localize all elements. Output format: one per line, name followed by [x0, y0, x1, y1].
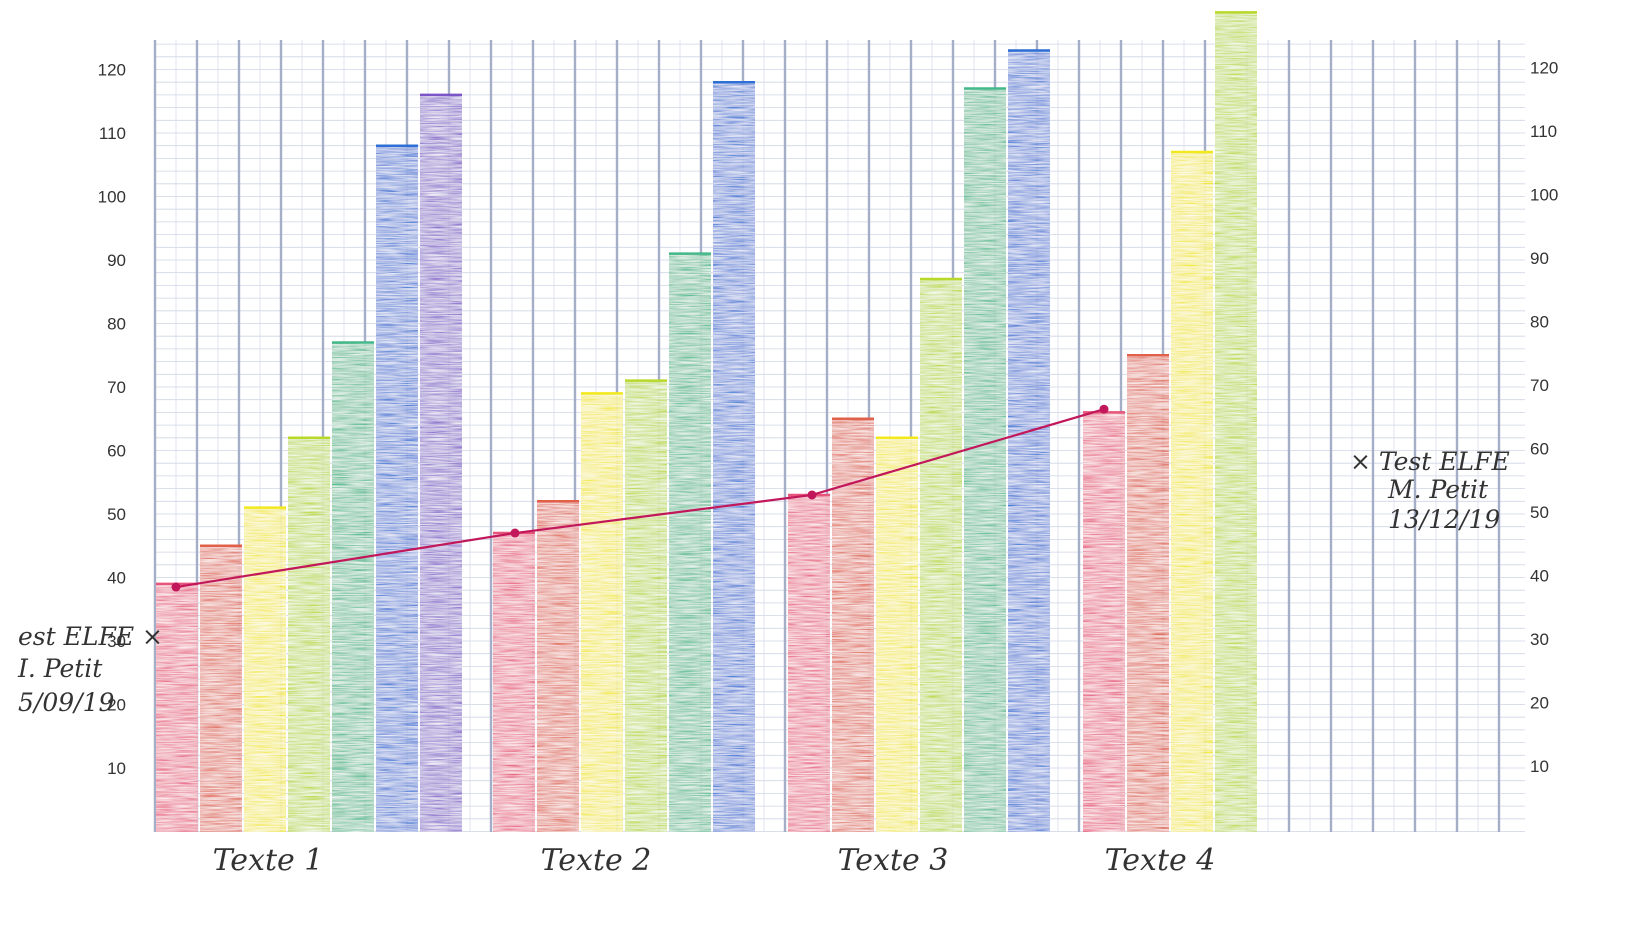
y-tick-label-right: 30: [1530, 630, 1549, 649]
bars: [156, 11, 1257, 833]
y-tick-label-right: 50: [1530, 503, 1549, 522]
bar: [876, 437, 918, 832]
category-label: Texte 4: [1105, 843, 1216, 878]
bar: [669, 253, 711, 832]
annotation-first-line-3: 5/09/19: [18, 688, 114, 717]
y-axis-right-ticks: 10 20 30 40 50 60 70 80 90 100 110 120: [1530, 59, 1558, 777]
bar: [581, 393, 623, 832]
bar: [200, 545, 242, 832]
bar: [376, 145, 418, 832]
bar: [1083, 412, 1125, 832]
annotation-first-test: est ELFE × I. Petit 5/09/19: [17, 622, 163, 717]
bar: [1127, 355, 1169, 832]
y-tick-label-left: 60: [107, 442, 126, 461]
y-tick-label-left: 90: [107, 251, 126, 270]
bar: [288, 437, 330, 832]
bar: [493, 533, 535, 832]
y-tick-label-right: 40: [1530, 567, 1549, 586]
y-tick-label-left: 10: [107, 759, 126, 778]
trend-line-layer: [171, 404, 1109, 592]
y-tick-label-right: 120: [1530, 59, 1558, 78]
category-label: Texte 2: [541, 843, 652, 878]
y-tick-label-left: 30: [107, 632, 126, 651]
bar: [420, 94, 462, 832]
y-tick-label-left: 100: [98, 188, 126, 207]
category-labels: Texte 1 Texte 2 Texte 3 Texte 4: [213, 843, 1216, 878]
annotation-second-line-1: × Test ELFE: [1350, 447, 1510, 476]
bar: [625, 380, 667, 832]
bar: [1215, 12, 1257, 833]
y-tick-label-right: 60: [1530, 440, 1549, 459]
y-tick-label-right: 100: [1530, 186, 1558, 205]
y-tick-label-left: 50: [107, 505, 126, 524]
bar: [920, 279, 962, 832]
trend-point: [171, 582, 181, 592]
y-tick-label-right: 110: [1530, 122, 1557, 141]
trend-point: [807, 490, 817, 500]
y-tick-label-right: 90: [1530, 249, 1549, 268]
bar: [332, 342, 374, 832]
y-tick-label-left: 40: [107, 569, 126, 588]
y-tick-label-right: 70: [1530, 376, 1549, 395]
y-tick-label-left: 110: [99, 124, 126, 143]
y-axis-left-ticks: 10 20 30 40 50 60 70 80 90 100 110 120: [98, 61, 126, 779]
bar: [1171, 152, 1213, 833]
y-tick-label-left: 70: [107, 378, 126, 397]
y-tick-label-right: 10: [1530, 757, 1549, 776]
bar: [713, 82, 755, 832]
bar: [537, 501, 579, 832]
y-tick-label-left: 120: [98, 61, 126, 80]
bar: [788, 494, 830, 832]
trend-point: [510, 528, 520, 538]
category-label: Texte 3: [838, 843, 949, 878]
annotation-first-line-1: est ELFE ×: [18, 622, 163, 651]
y-tick-label-right: 80: [1530, 313, 1549, 332]
trend-point: [1099, 404, 1109, 414]
annotation-second-line-2: M. Petit: [1387, 475, 1489, 504]
annotation-first-line-2: I. Petit: [17, 654, 103, 683]
bar: [244, 507, 286, 832]
category-label: Texte 1: [213, 843, 324, 878]
annotation-second-line-3: 13/12/19: [1388, 505, 1500, 534]
y-tick-label-left: 20: [107, 696, 126, 715]
y-tick-label-right: 20: [1530, 694, 1549, 713]
annotation-second-test: × Test ELFE M. Petit 13/12/19: [1350, 447, 1510, 534]
trend-line: [175, 408, 1105, 589]
bar: [156, 583, 198, 832]
bar: [832, 418, 874, 832]
y-tick-label-left: 80: [107, 315, 126, 334]
bar: [1008, 50, 1050, 832]
bar: [964, 88, 1006, 833]
